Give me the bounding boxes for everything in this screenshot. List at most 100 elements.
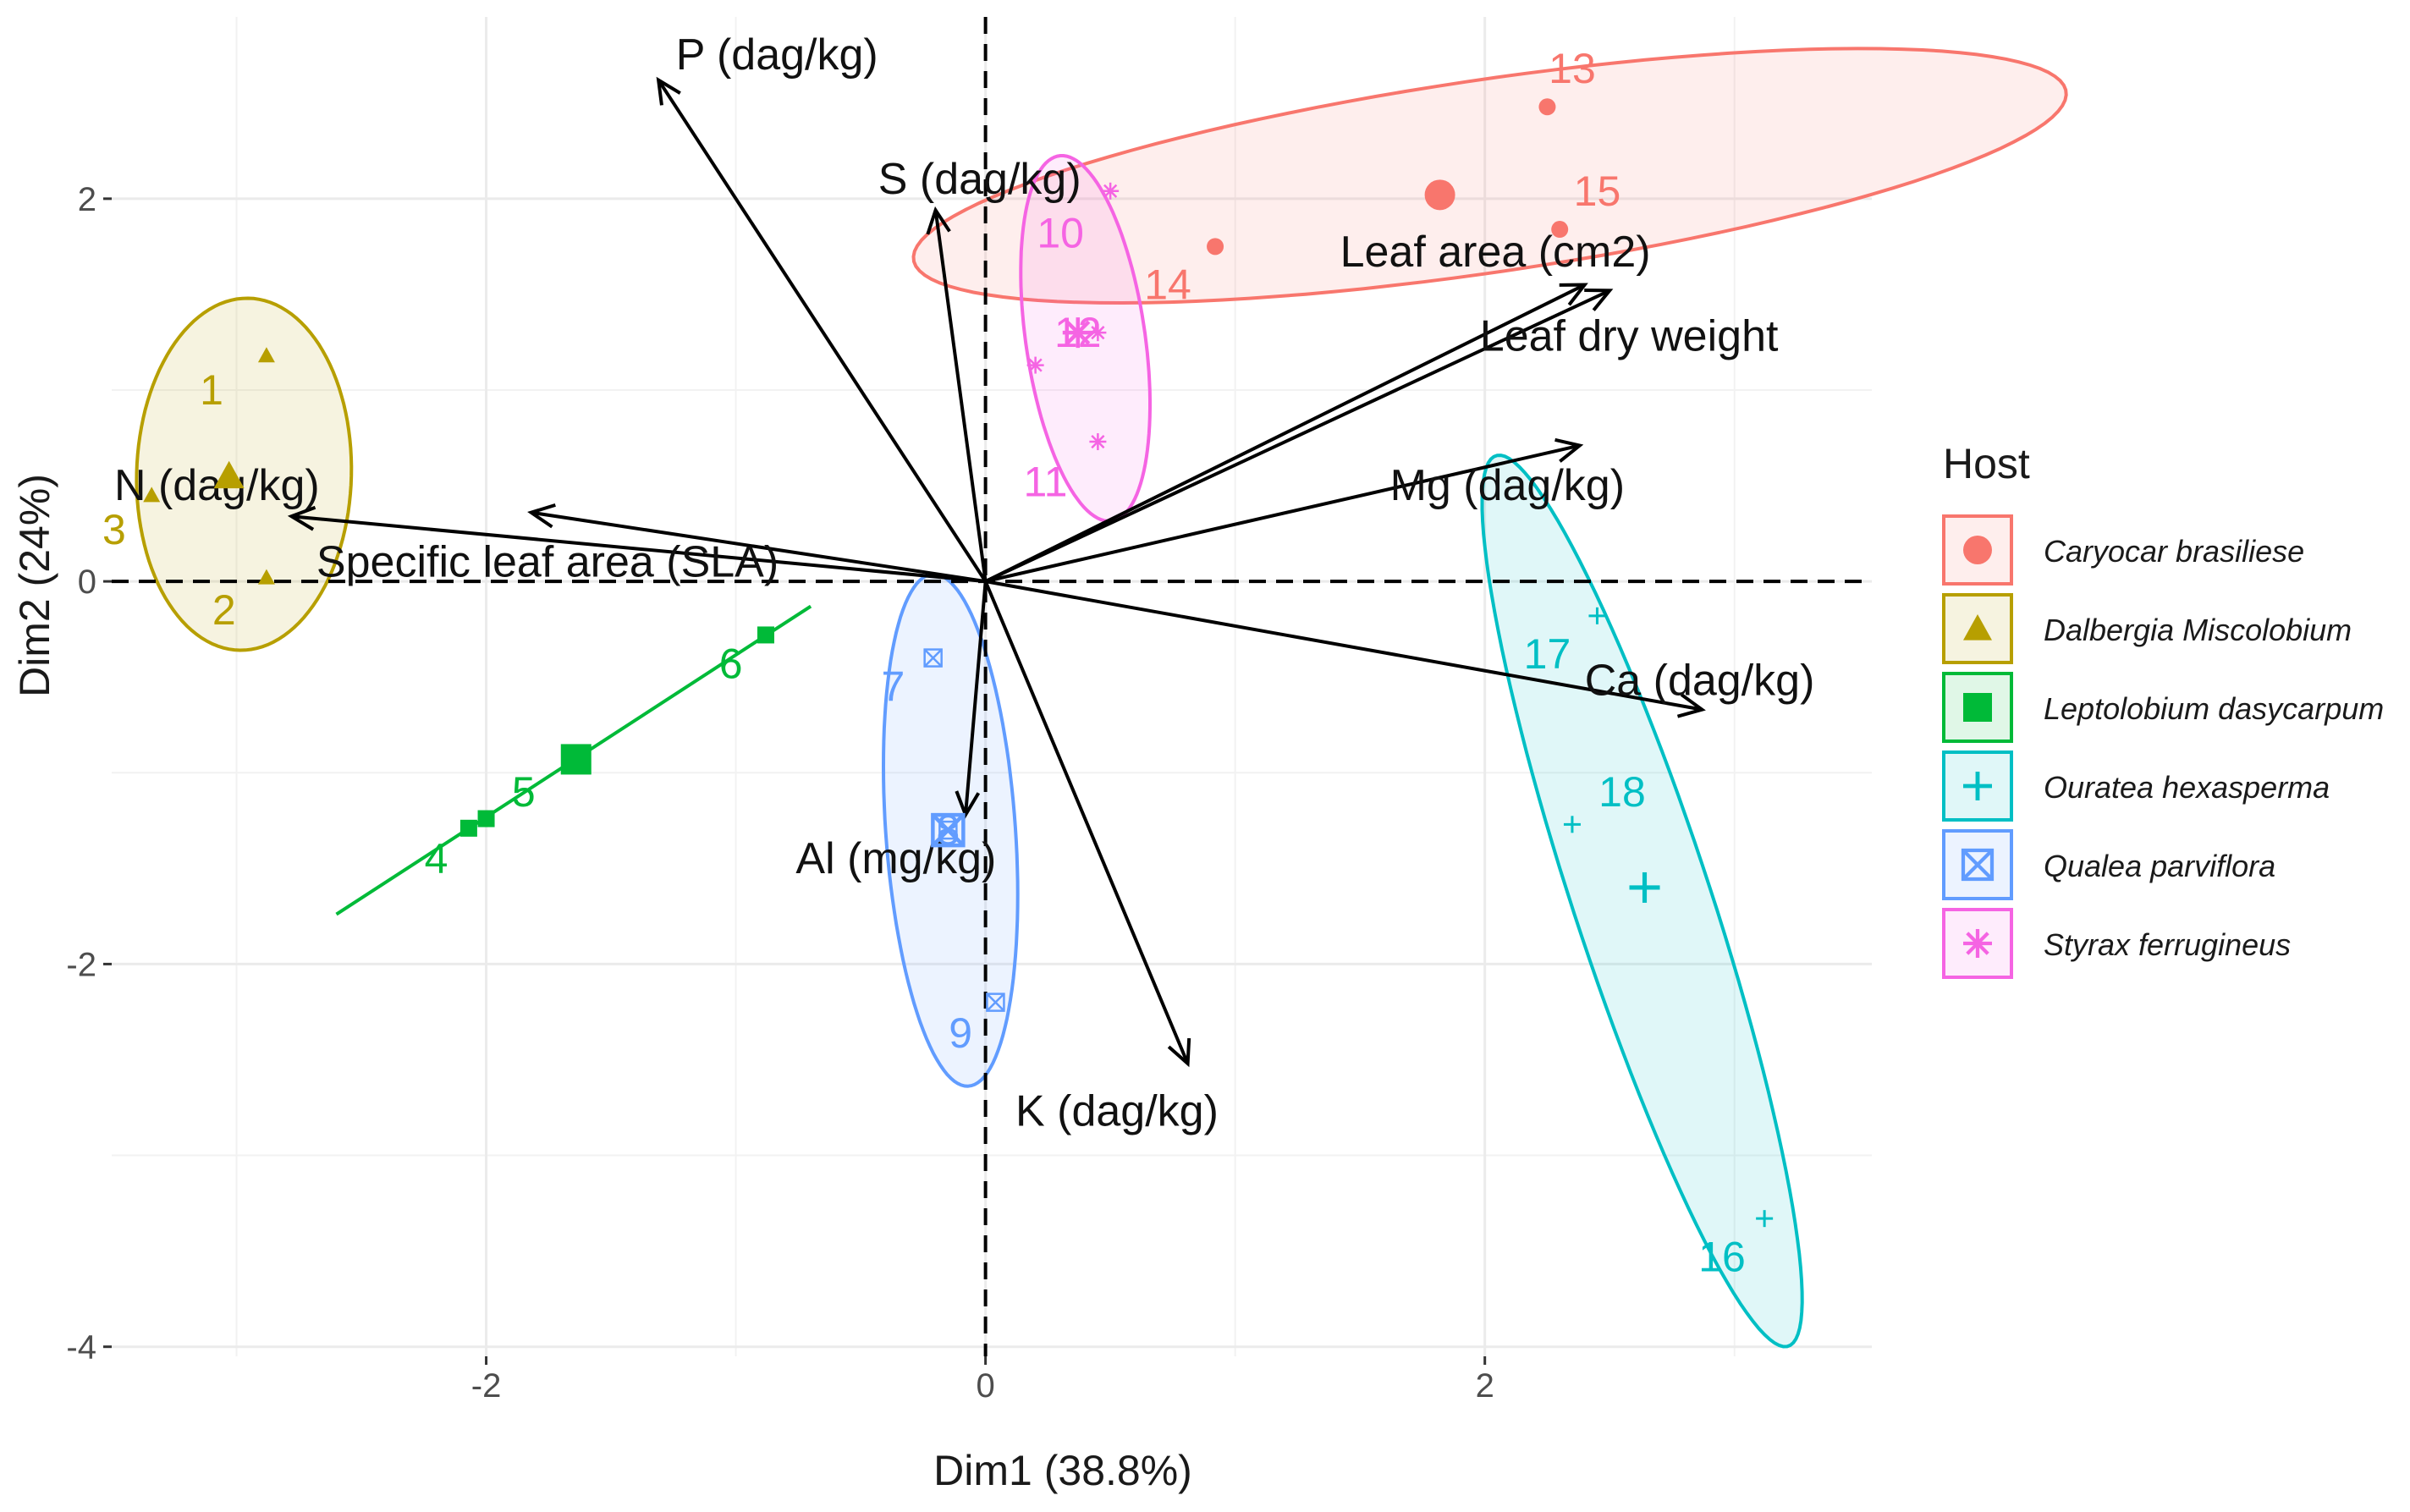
point-label: 6 bbox=[719, 640, 743, 687]
arrow-head bbox=[926, 206, 951, 235]
data-point bbox=[257, 347, 275, 363]
x-tick-label: 2 bbox=[1476, 1367, 1494, 1405]
point-label: 15 bbox=[1574, 168, 1621, 215]
ellipse-1 bbox=[135, 296, 354, 652]
arrow-line bbox=[985, 443, 1581, 584]
data-point bbox=[143, 487, 161, 503]
arrow-label: Leaf dry weight bbox=[1480, 312, 1779, 361]
marker-triangle bbox=[257, 347, 275, 363]
data-point bbox=[1588, 607, 1606, 624]
x-tick-label: -2 bbox=[471, 1367, 502, 1405]
arrow-label: K (dag/kg) bbox=[1015, 1087, 1219, 1136]
marker-box-diag2 bbox=[931, 813, 965, 847]
arrow-head bbox=[287, 505, 316, 531]
y-tick-label: 0 bbox=[78, 564, 96, 601]
legend-title: Host bbox=[1943, 440, 2030, 487]
point-label: 10 bbox=[1037, 210, 1084, 257]
arrow-head bbox=[656, 76, 681, 106]
arrow-label: S (dag/kg) bbox=[878, 155, 1081, 204]
data-point bbox=[477, 810, 495, 827]
marker-square bbox=[757, 626, 774, 644]
y-axis-label: Dim2 (24%) bbox=[11, 474, 58, 697]
point-label: 13 bbox=[1549, 45, 1596, 92]
marker-square bbox=[1963, 693, 1992, 722]
marker-circle bbox=[1207, 238, 1224, 256]
group-centroid bbox=[213, 460, 245, 489]
marker-triangle bbox=[257, 569, 275, 585]
marker-square bbox=[477, 810, 495, 827]
point-label: 1 bbox=[200, 366, 223, 414]
marker-ast-d2 bbox=[1966, 932, 1989, 955]
data-point bbox=[1563, 816, 1581, 833]
marker-ast-d2 bbox=[1103, 184, 1118, 198]
data-point bbox=[1538, 98, 1556, 116]
marker-box bbox=[986, 992, 1005, 1012]
marker-triangle bbox=[143, 487, 161, 503]
arrow-line bbox=[984, 289, 1611, 583]
data-point bbox=[1756, 1210, 1774, 1228]
marker-box bbox=[938, 820, 958, 840]
point-label: 14 bbox=[1144, 261, 1191, 309]
legend-label: Dalbergia Miscolobium bbox=[2044, 613, 2352, 647]
data-point bbox=[1089, 433, 1107, 451]
marker-circle bbox=[1551, 221, 1569, 239]
legend-label: Qualea parviflora bbox=[2044, 849, 2275, 883]
group-centroid bbox=[931, 812, 966, 848]
arrow-line bbox=[291, 514, 986, 584]
arrow-line bbox=[933, 210, 988, 582]
data-point bbox=[1026, 356, 1044, 374]
marker-circle bbox=[1538, 98, 1556, 116]
observation-points: 131514132456171816789101211 bbox=[102, 45, 1774, 1280]
data-point bbox=[1102, 182, 1120, 200]
legend-marker bbox=[1963, 772, 1992, 800]
data-point bbox=[459, 819, 477, 837]
point-label: 16 bbox=[1698, 1233, 1746, 1280]
arrow-head bbox=[955, 790, 981, 819]
arrow-head bbox=[1676, 693, 1706, 718]
marker-square bbox=[459, 819, 477, 837]
variable-arrows: P (dag/kg) S (dag/kg) Leaf area (cm2) Leaf … bbox=[114, 30, 1814, 1135]
marker-triangle bbox=[213, 460, 245, 489]
arrow-head bbox=[1559, 283, 1588, 306]
legend-label: Ouratea hexasperma bbox=[2044, 770, 2330, 805]
y-tick-label: -2 bbox=[66, 946, 96, 983]
legend-marker bbox=[1961, 848, 1995, 882]
marker-square bbox=[560, 744, 591, 775]
data-point bbox=[986, 992, 1005, 1012]
marker-circle bbox=[1963, 536, 1992, 564]
point-label: 3 bbox=[102, 506, 126, 553]
ellipse-0 bbox=[911, 47, 2068, 305]
legend-label: Caryocar brasiliese bbox=[2044, 534, 2304, 569]
legend-label: Leptolobium dasycarpum bbox=[2044, 691, 2384, 726]
arrow-head bbox=[1584, 288, 1614, 311]
legend-marker bbox=[1963, 929, 1992, 958]
marker-ast-d2 bbox=[1091, 434, 1105, 449]
point-label: 18 bbox=[1598, 768, 1646, 816]
group-centroid bbox=[1424, 179, 1455, 211]
arrow-head bbox=[1554, 437, 1584, 463]
legend-marker bbox=[1963, 536, 1992, 564]
x-axis-label: Dim1 (38.8%) bbox=[933, 1447, 1192, 1494]
data-point bbox=[1551, 221, 1569, 239]
legend-marker bbox=[1963, 693, 1992, 722]
data-point bbox=[757, 626, 774, 644]
arrow-label: P (dag/kg) bbox=[676, 30, 878, 80]
marker-box-diag2 bbox=[923, 648, 943, 668]
point-label: 7 bbox=[882, 663, 905, 711]
marker-ast-d2 bbox=[1091, 326, 1105, 340]
arrow-head bbox=[527, 503, 556, 529]
arrow-line bbox=[984, 283, 1586, 583]
marker-box bbox=[1961, 848, 1995, 882]
legend-label: Styrax ferrugineus bbox=[2044, 927, 2291, 962]
arrow-label: Al (mg/kg) bbox=[795, 834, 996, 883]
point-label: 17 bbox=[1524, 630, 1571, 678]
marker-ast-d2 bbox=[1028, 358, 1043, 372]
axis-ticks: -2 0 2 -4 -2 0 2 bbox=[66, 181, 1494, 1405]
marker-box bbox=[931, 812, 966, 848]
marker-box-diag2 bbox=[986, 992, 1005, 1012]
data-point bbox=[923, 648, 943, 668]
marker-box bbox=[923, 648, 943, 668]
arrow-line bbox=[983, 580, 1190, 1064]
group-centroid bbox=[560, 744, 591, 775]
